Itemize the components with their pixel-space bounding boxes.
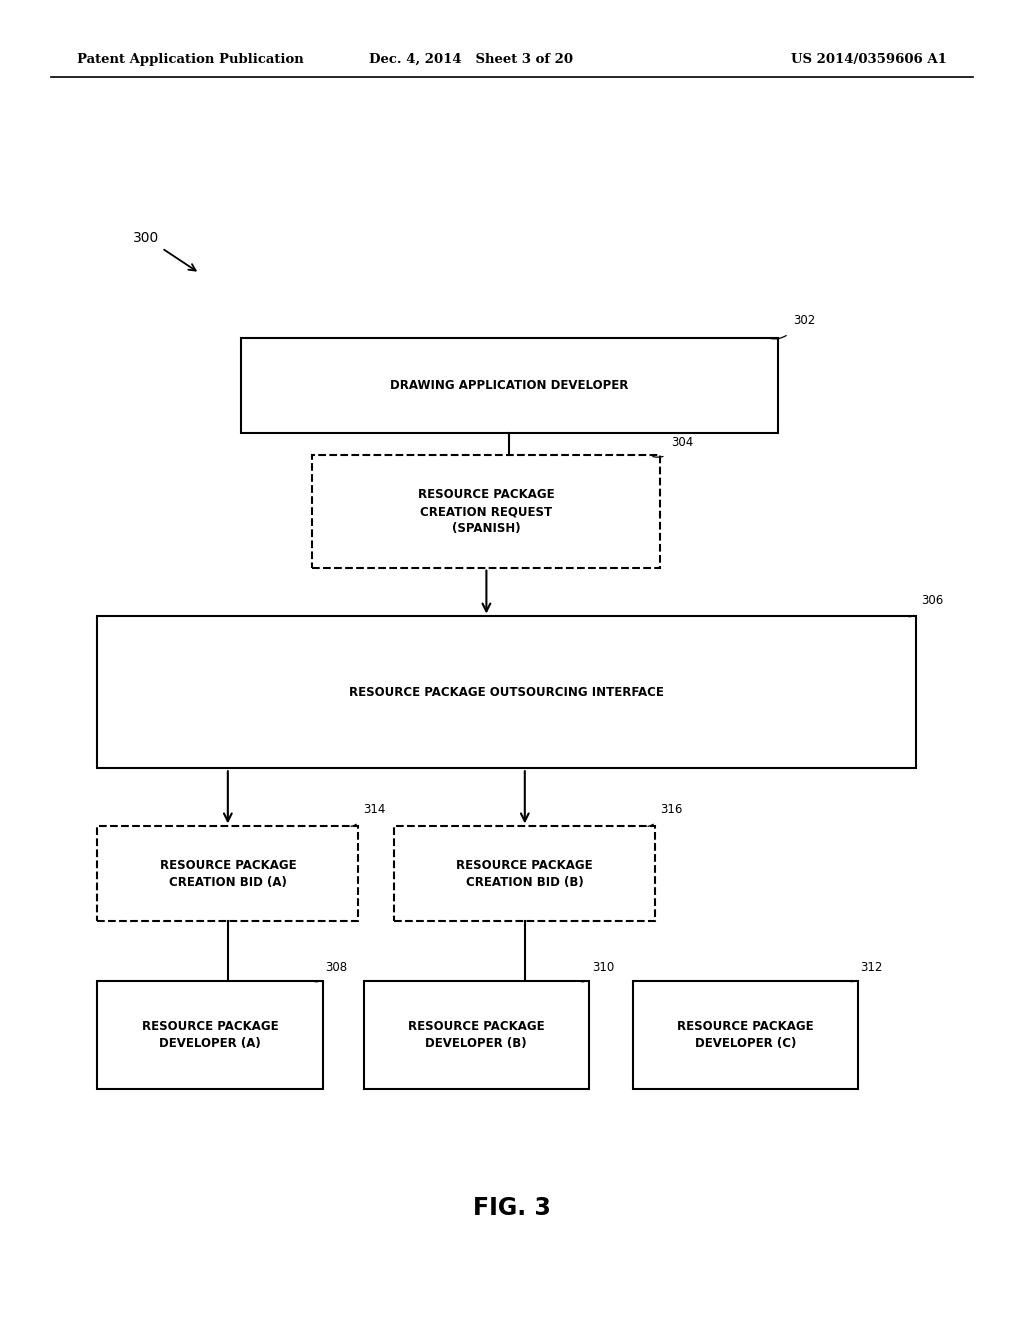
Text: 312: 312 [860, 961, 883, 974]
Bar [97, 616, 916, 768]
Text: FIG. 3: FIG. 3 [473, 1196, 551, 1220]
Bar [97, 981, 323, 1089]
Text: 310: 310 [592, 961, 614, 974]
Bar [394, 826, 655, 921]
Text: RESOURCE PACKAGE
DEVELOPER (A): RESOURCE PACKAGE DEVELOPER (A) [141, 1020, 279, 1049]
Bar [633, 981, 858, 1089]
Text: DRAWING APPLICATION DEVELOPER: DRAWING APPLICATION DEVELOPER [390, 379, 629, 392]
Text: RESOURCE PACKAGE
DEVELOPER (C): RESOURCE PACKAGE DEVELOPER (C) [677, 1020, 814, 1049]
Text: RESOURCE PACKAGE
CREATION BID (B): RESOURCE PACKAGE CREATION BID (B) [457, 859, 593, 888]
Text: 316: 316 [660, 803, 683, 816]
Text: RESOURCE PACKAGE
CREATION BID (A): RESOURCE PACKAGE CREATION BID (A) [160, 859, 296, 888]
Text: 304: 304 [671, 436, 693, 449]
Bar [241, 338, 778, 433]
Text: 308: 308 [326, 961, 348, 974]
Bar [312, 455, 660, 568]
Text: RESOURCE PACKAGE OUTSOURCING INTERFACE: RESOURCE PACKAGE OUTSOURCING INTERFACE [349, 686, 665, 698]
Bar [97, 826, 358, 921]
Text: Dec. 4, 2014   Sheet 3 of 20: Dec. 4, 2014 Sheet 3 of 20 [369, 53, 573, 66]
Text: RESOURCE PACKAGE
DEVELOPER (B): RESOURCE PACKAGE DEVELOPER (B) [408, 1020, 545, 1049]
Text: US 2014/0359606 A1: US 2014/0359606 A1 [792, 53, 947, 66]
Text: 306: 306 [922, 594, 944, 607]
Text: 302: 302 [794, 314, 816, 327]
Bar [364, 981, 589, 1089]
Text: RESOURCE PACKAGE
CREATION REQUEST
(SPANISH): RESOURCE PACKAGE CREATION REQUEST (SPANI… [418, 488, 555, 535]
Text: Patent Application Publication: Patent Application Publication [77, 53, 303, 66]
Text: 314: 314 [364, 803, 386, 816]
Text: 300: 300 [133, 231, 160, 244]
